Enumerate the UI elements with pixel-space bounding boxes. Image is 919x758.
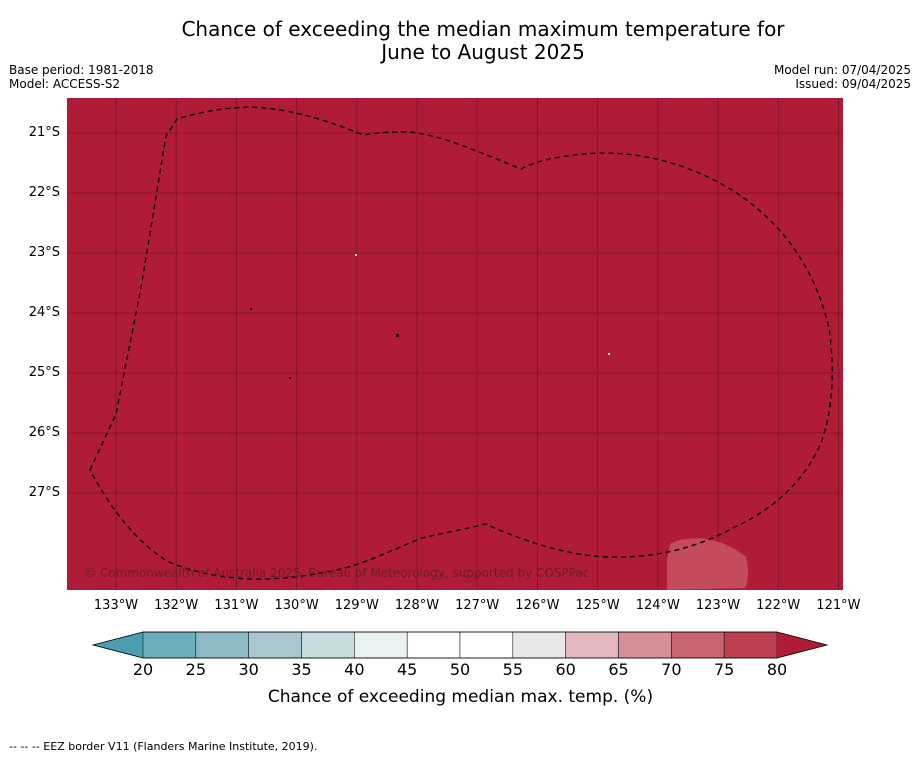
colorbar-outline [91,631,829,659]
island-marker [355,254,357,256]
colorbar-segment [248,631,302,659]
longitude-label: 132°W [154,598,199,613]
colorbar-tick-label: 80 [766,660,788,679]
map-title: Chance of exceeding the median maximum t… [181,17,785,64]
latitude-label: 27°S [28,485,60,500]
island-marker [396,334,399,337]
colorbar-segments [142,631,778,659]
model-run-text: Model run: 07/04/2025 [773,63,911,77]
longitude-label: 122°W [756,598,801,613]
colorbar-tick-label: 70 [661,660,682,679]
colorbar-segment [618,631,672,659]
colorbar-tick-label: 45 [396,660,418,679]
latitude-label: 23°S [28,245,60,260]
longitude-label: 130°W [274,598,319,613]
latitude-label: 26°S [28,425,60,440]
colorbar-tick-label: 65 [608,660,629,679]
copyright-notice: © Commonwealth of Australia 2025, Bureau… [84,566,590,580]
longitude-label: 131°W [214,598,259,613]
colorbar-label: Chance of exceeding median max. temp. (%… [267,687,654,707]
colorbar-tick-label: 20 [132,660,154,679]
colorbar-tick-label: 60 [555,660,576,679]
issued-text: Issued: 09/04/2025 [795,77,911,91]
colorbar-segment [354,631,408,659]
island-marker [289,377,291,379]
eez-boundary [89,106,833,580]
colorbar-segment [142,631,197,659]
colorbar-segment [406,631,461,659]
run-issue-info: Model run: 07/04/2025 Issued: 09/04/2025 [774,63,911,91]
longitude-label: 123°W [695,598,741,613]
colorbar-segment [459,631,514,659]
longitude-label: 133°W [93,598,139,613]
colorbar-tick-label: 75 [713,660,735,679]
colorbar-tick-label: 50 [449,660,471,679]
colorbar-segment [301,631,355,659]
latitude-label: 25°S [28,365,60,380]
longitude-label: 124°W [635,598,680,613]
colorbar-tick-label: 55 [502,660,523,679]
lighter-probability-patch [667,538,749,590]
longitude-label: 125°W [575,598,620,613]
longitude-label: 129°W [334,598,379,613]
colorbar-segment [671,631,725,659]
base-model-info: Base period: 1981-2018 Model: ACCESS-S2 [9,63,154,91]
colorbar-low-extend [93,632,143,658]
colorbar-tick-label: 35 [291,660,312,679]
longitude-label: 128°W [394,598,440,613]
island-markers [250,254,610,379]
colorbar-segment [512,631,566,659]
longitude-label: 127°W [455,598,500,613]
map-canvas [67,98,843,590]
graticule [67,98,843,590]
base-period-text: Base period: 1981-2018 [9,63,154,77]
eez-footnote: -- -- -- EEZ border V11 (Flanders Marine… [9,740,318,753]
colorbar-tick-label: 30 [238,660,259,679]
latitude-label: 22°S [28,185,60,200]
longitude-label: 126°W [515,598,560,613]
latitude-label: 24°S [28,305,60,320]
colorbar-segment [565,631,619,659]
colorbar-segment [195,631,249,659]
colorbar-tick-label: 25 [185,660,206,679]
longitude-label: 121°W [816,598,861,613]
model-name-text: Model: ACCESS-S2 [9,77,121,91]
island-marker [608,353,610,355]
colorbar-segment [723,631,778,659]
colorbar-high-extend [777,632,827,658]
colorbar-tick-label: 40 [344,660,365,679]
map-panel [67,98,843,590]
colorbar [91,631,829,659]
latitude-label: 21°S [28,125,60,140]
island-marker [250,308,252,310]
